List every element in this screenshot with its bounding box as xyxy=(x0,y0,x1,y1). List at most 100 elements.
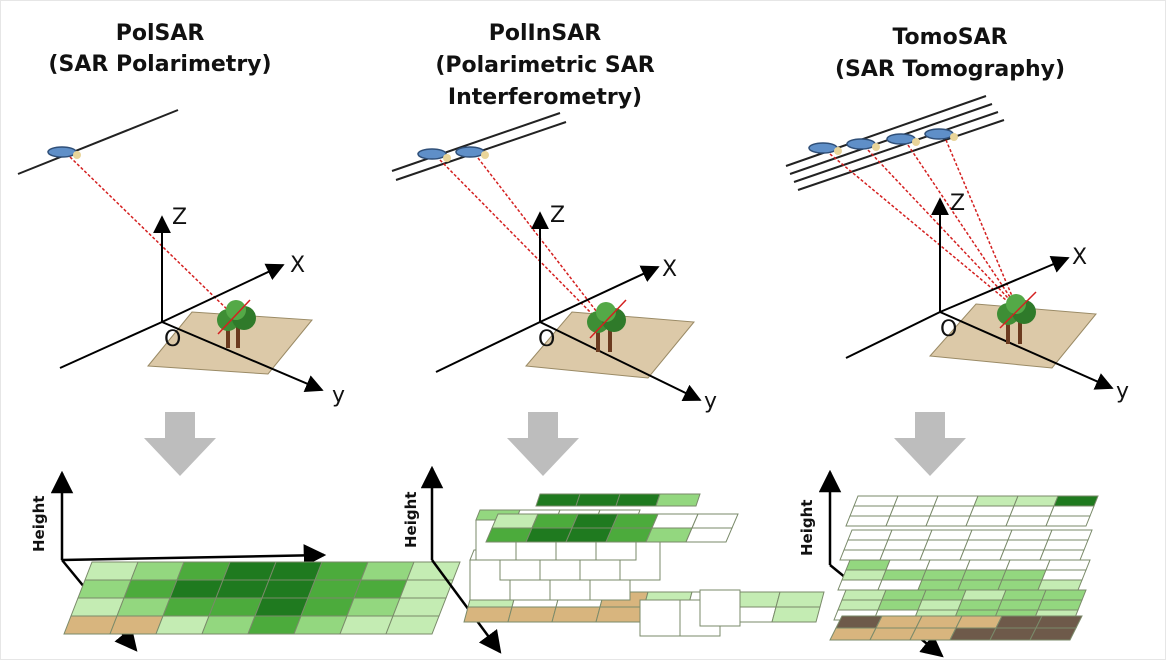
panel-tomosar: TomoSAR (SAR Tomography) xyxy=(785,25,1129,658)
height-axis-label: Height xyxy=(798,500,816,556)
map-cell xyxy=(77,579,132,599)
layer-cell xyxy=(1005,515,1051,527)
layer-cell xyxy=(1003,539,1049,551)
layer-cell xyxy=(989,627,1037,641)
y-axis-label: y xyxy=(332,383,345,408)
layer-cell xyxy=(919,549,965,561)
origin-label: O xyxy=(164,327,181,352)
surface-cell xyxy=(651,513,699,529)
map-cell xyxy=(155,615,210,635)
layer-cell xyxy=(967,529,1013,541)
map-cell xyxy=(109,615,164,635)
map-cell xyxy=(254,597,309,617)
radar-ray xyxy=(69,156,233,315)
tree-icon xyxy=(587,299,627,352)
layer-cell xyxy=(1045,515,1091,527)
height-axes xyxy=(420,465,502,654)
layer-cell xyxy=(841,589,887,601)
layer-cell xyxy=(969,505,1015,517)
layer-cell xyxy=(849,505,895,517)
layer-cell xyxy=(909,627,957,641)
z-axis-label: Z xyxy=(550,203,565,228)
x-axis-label: X xyxy=(290,253,305,278)
layer-cell xyxy=(883,539,929,551)
map-cell xyxy=(385,615,440,635)
layer-cell xyxy=(965,515,1011,527)
map-cell xyxy=(222,561,277,581)
map-cell xyxy=(247,615,302,635)
layer-cell xyxy=(961,569,1007,581)
layer-cell xyxy=(869,627,917,641)
layer-cell xyxy=(875,615,923,629)
surface-cell xyxy=(575,493,621,507)
axes xyxy=(845,197,1114,390)
layer-cell xyxy=(965,559,1011,571)
layer-cell xyxy=(997,579,1043,591)
map-cell xyxy=(130,561,185,581)
axes xyxy=(59,215,324,392)
down-arrow xyxy=(144,412,216,476)
map-cell xyxy=(293,615,348,635)
satellite-icon xyxy=(47,146,81,159)
map-cell xyxy=(63,615,118,635)
satellite-icon xyxy=(808,142,842,155)
voxel-face xyxy=(699,589,741,627)
surface-cell xyxy=(645,527,693,543)
map-cell xyxy=(346,597,401,617)
satellite-icon xyxy=(886,133,920,146)
down-arrow xyxy=(507,412,579,476)
satellite-icon xyxy=(924,128,958,141)
panel-subtitle-2: Interferometry) xyxy=(448,85,642,110)
surface-cell xyxy=(571,513,619,529)
map-cell xyxy=(116,597,171,617)
surface-cell xyxy=(565,527,613,543)
origin-label: O xyxy=(940,317,957,342)
layer-cell xyxy=(1043,539,1089,551)
map-cell xyxy=(215,579,270,599)
surface-cell xyxy=(535,493,581,507)
layer-cell xyxy=(889,505,935,517)
map-cell xyxy=(201,615,256,635)
layer-cell xyxy=(839,549,885,561)
origin-label: O xyxy=(538,327,555,352)
layer-cell xyxy=(1037,579,1083,591)
satellite-track xyxy=(17,109,179,175)
surface-cell xyxy=(685,527,733,543)
map-cell xyxy=(339,615,394,635)
layer-cell xyxy=(1039,549,1085,561)
layer-cell xyxy=(837,599,883,611)
layer-cell xyxy=(921,569,967,581)
surface-cell xyxy=(463,606,513,623)
radar-ray xyxy=(907,144,1011,298)
map-cell xyxy=(169,579,224,599)
surface-cell xyxy=(531,513,579,529)
layer-cell xyxy=(1049,505,1095,517)
map-cell xyxy=(162,597,217,617)
layer-cell xyxy=(837,579,883,591)
satellite-icon xyxy=(846,138,880,151)
layer-cell xyxy=(997,599,1043,611)
map-cell xyxy=(314,561,369,581)
z-axis-label: Z xyxy=(172,205,187,230)
layer-cell xyxy=(853,495,899,507)
surface-cell xyxy=(615,493,661,507)
map-cell xyxy=(353,579,408,599)
surface-cell xyxy=(485,527,533,543)
x-axis-label: X xyxy=(662,257,677,282)
map-cell xyxy=(176,561,231,581)
layer-cell xyxy=(1047,529,1093,541)
panel-title: PolSAR xyxy=(116,21,205,46)
layer-cell xyxy=(893,495,939,507)
panel-polsar: PolSAR (SAR Polarimetry) Z X y O xyxy=(17,21,461,652)
radar-ray xyxy=(867,149,1009,299)
layer-cell xyxy=(847,529,893,541)
layer-cell xyxy=(923,539,969,551)
layer-cell xyxy=(957,579,1003,591)
layer-cell xyxy=(995,615,1043,629)
layer-cell xyxy=(885,559,931,571)
surface-cell xyxy=(525,527,573,543)
surface-cell xyxy=(691,513,739,529)
layer-cell xyxy=(1001,589,1047,601)
layer-cell xyxy=(915,615,963,629)
